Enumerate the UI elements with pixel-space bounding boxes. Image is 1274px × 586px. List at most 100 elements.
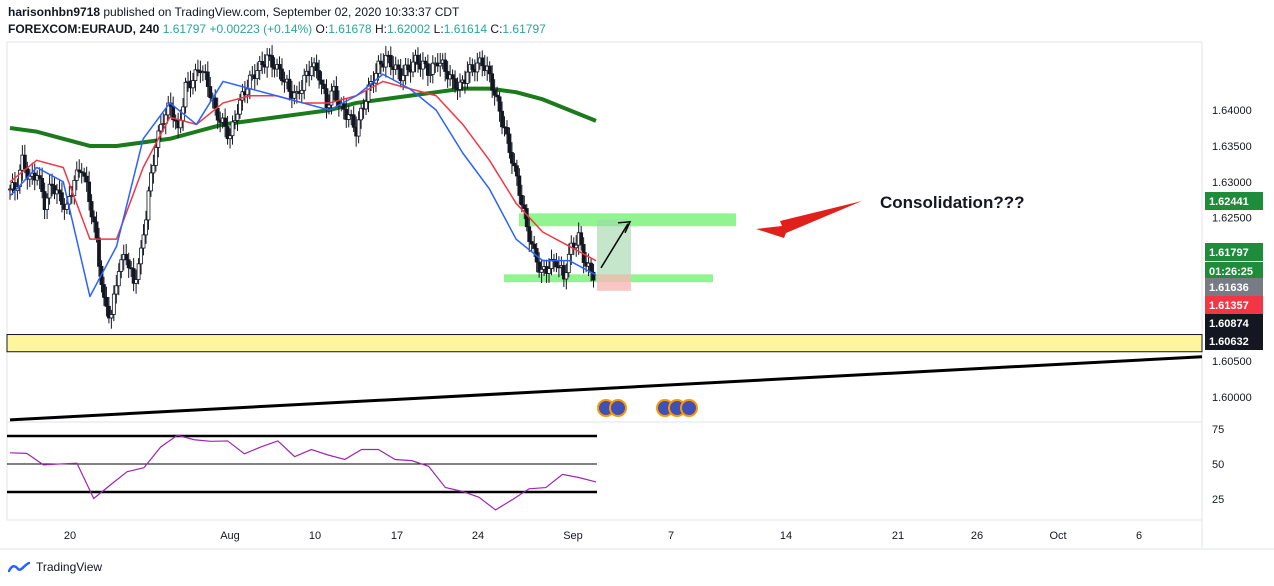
author-name[interactable]: harisonhbn9718 (8, 5, 101, 19)
candle-body (37, 175, 42, 179)
candle-body (492, 89, 497, 96)
projection-arrow-line (600, 223, 629, 269)
y-tick-label: 1.63500 (1212, 141, 1252, 153)
y-tick-label: 1.64000 (1212, 105, 1252, 117)
candle-body (416, 54, 420, 65)
price-label: 01:26:25 (1209, 266, 1253, 278)
price-label: 1.60632 (1209, 336, 1249, 348)
candle-body (146, 190, 151, 221)
candle-body (134, 279, 139, 284)
candle-body (107, 305, 111, 319)
price-label-bg (1205, 296, 1263, 314)
last-price: 1.61797 (162, 22, 207, 36)
y-tick-label: 1.63000 (1212, 177, 1252, 189)
candle-body (257, 60, 262, 71)
open-value: 1.61678 (328, 22, 372, 36)
x-tick-label: Aug (220, 530, 240, 542)
candle-body (322, 83, 326, 90)
candle-body (517, 175, 522, 196)
candle-body (230, 121, 235, 137)
candle-body (564, 272, 569, 280)
price-label: 1.60874 (1209, 318, 1250, 330)
horizontal-zone (6, 334, 1203, 353)
candle-body (490, 73, 495, 91)
candle-body (255, 70, 260, 79)
ema-layer (9, 73, 597, 298)
candle-body (82, 172, 87, 177)
low-value: 1.61614 (443, 22, 488, 36)
zones-layer (6, 213, 1203, 353)
candle-body (519, 195, 524, 206)
symbol-label[interactable]: FOREXCOM:EURAUD, 240 (8, 22, 160, 36)
candle-body (136, 263, 141, 280)
drawings-layer (9, 201, 1203, 422)
candle-body (27, 175, 32, 180)
candle-body (208, 86, 213, 99)
y-tick-label: 1.62500 (1212, 213, 1252, 225)
events-layer[interactable] (597, 399, 698, 417)
candle-body (425, 63, 430, 76)
candle-body (215, 107, 220, 121)
candle-body (50, 183, 54, 186)
candle-body (79, 171, 84, 174)
red-arrow (756, 201, 862, 238)
candle-body (376, 60, 381, 74)
candle-body (529, 241, 534, 245)
candle-body (131, 268, 136, 284)
candle-body (277, 64, 282, 70)
candle-body (153, 147, 158, 166)
rsi-layer (7, 434, 597, 511)
projection-arrow-head (617, 220, 632, 234)
price-label: 1.61797 (1209, 247, 1249, 259)
candle-body (270, 55, 274, 68)
candle-body (141, 234, 146, 249)
candle-body (450, 74, 455, 80)
candle-body (458, 81, 462, 90)
candle-body (57, 189, 62, 194)
candle-body (111, 293, 116, 315)
candle-body (245, 88, 250, 96)
candle-body (238, 99, 242, 115)
candle-body (487, 65, 492, 75)
time-axis[interactable]: 20 Aug 10 17 24 Sep 7 14 21 26 Oct 6 (64, 530, 1142, 542)
candle-body (149, 172, 153, 192)
candle-body (443, 59, 448, 72)
candle-body (240, 91, 245, 101)
candle-body (475, 62, 480, 73)
candle-body (287, 78, 292, 92)
economic-event-icon[interactable] (609, 399, 627, 417)
candle-body (507, 133, 512, 153)
candle-body (549, 259, 554, 269)
candle-body (406, 64, 410, 70)
price-label-bg (1205, 192, 1263, 210)
candle-body (233, 120, 237, 123)
candle-body (8, 188, 12, 191)
candle-body (317, 70, 321, 81)
candle-body (524, 208, 529, 228)
price-labels: 1.62441 1.61797 01:26:25 1.61636 1.61357 1.60… (1205, 192, 1263, 350)
candle-body (265, 54, 270, 68)
candle-body (178, 119, 183, 129)
candle-body (480, 57, 485, 67)
candle-body (22, 154, 27, 169)
candle-body (470, 64, 475, 70)
candle-body (522, 204, 527, 209)
candle-body (589, 262, 593, 273)
candle-body (334, 85, 339, 101)
close-value: 1.61797 (502, 22, 546, 36)
candle-body (60, 192, 64, 205)
footer-brand[interactable]: TradingView (36, 560, 103, 574)
price-label-bg (1205, 262, 1263, 280)
candle-body (500, 110, 504, 128)
price-label-bg (1205, 278, 1263, 296)
candle-body (280, 68, 284, 82)
candle-body (74, 169, 79, 181)
candle-body (235, 113, 240, 121)
candle-body (84, 175, 89, 183)
candle-body (109, 314, 114, 319)
candle-body (495, 94, 499, 98)
candle-body (356, 119, 361, 137)
economic-event-icon[interactable] (680, 399, 698, 417)
trend-line (9, 355, 1203, 422)
